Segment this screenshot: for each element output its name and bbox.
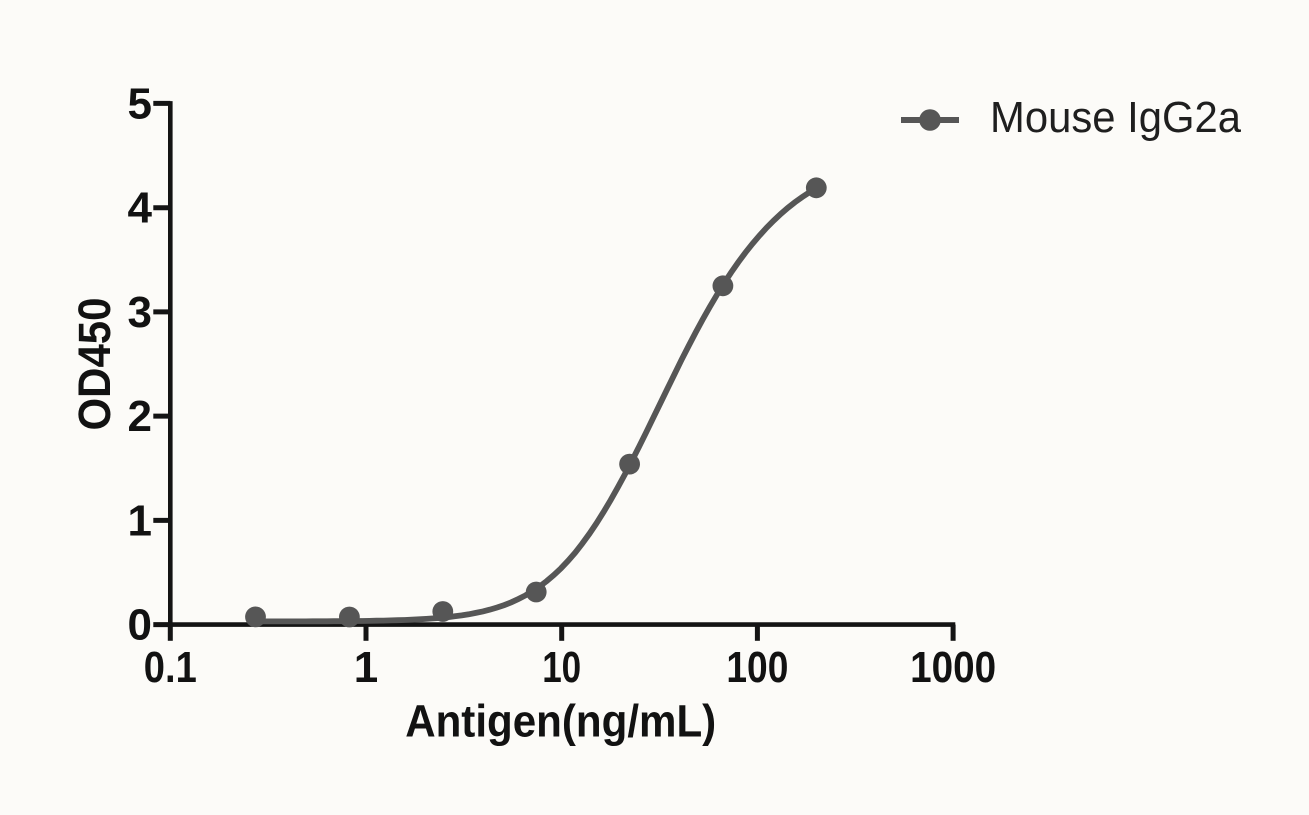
svg-text:Mouse IgG2a: Mouse IgG2a <box>990 93 1241 142</box>
svg-text:0.1: 0.1 <box>144 643 197 692</box>
svg-text:Antigen(ng/mL): Antigen(ng/mL) <box>405 696 716 747</box>
svg-text:1000: 1000 <box>910 643 996 692</box>
svg-text:4: 4 <box>128 184 153 233</box>
svg-text:1: 1 <box>354 643 378 692</box>
svg-text:0: 0 <box>128 601 152 650</box>
svg-text:5: 5 <box>128 79 152 128</box>
svg-text:100: 100 <box>726 643 788 692</box>
svg-text:10: 10 <box>542 643 581 692</box>
svg-text:2: 2 <box>128 392 152 441</box>
svg-text:3: 3 <box>128 288 152 337</box>
svg-text:1: 1 <box>128 496 152 545</box>
svg-text:OD450: OD450 <box>69 298 120 431</box>
